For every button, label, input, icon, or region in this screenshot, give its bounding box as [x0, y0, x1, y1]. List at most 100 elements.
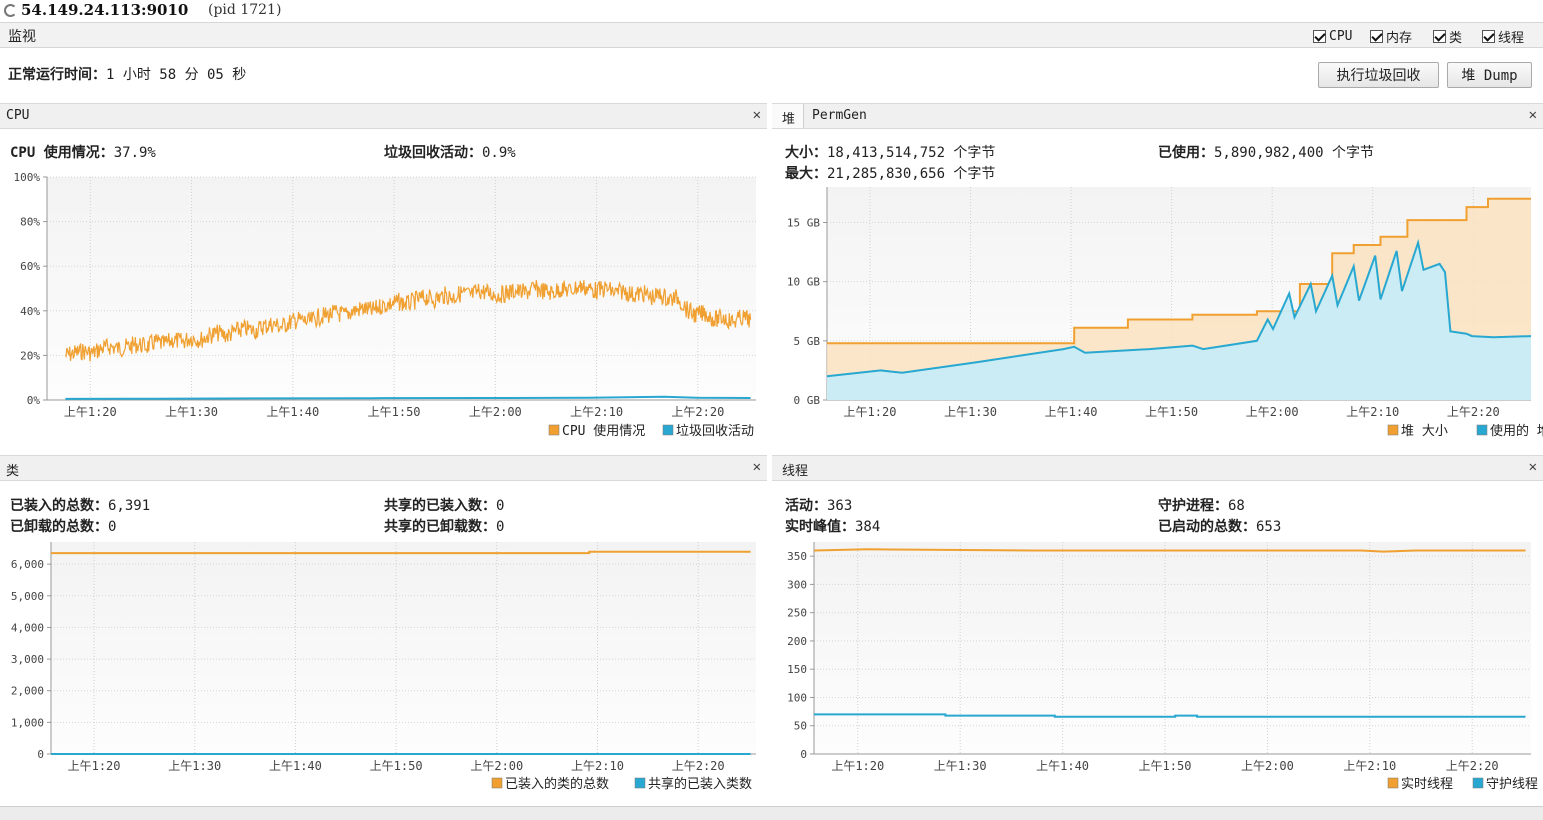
threads-panel-header: 线程 ✕ [772, 455, 1543, 481]
x-tick-label: 上午1:20 [64, 405, 117, 419]
y-tick-label: 150 [787, 663, 807, 676]
x-tick-label: 上午2:10 [570, 405, 623, 419]
y-tick-label: 6,000 [11, 558, 44, 571]
y-tick-label: 100 [787, 691, 807, 704]
x-tick-label: 上午2:10 [571, 759, 624, 773]
legend-label: 使用的 堆 [1490, 423, 1543, 439]
heap-dump-button[interactable]: 堆 Dump [1447, 62, 1532, 88]
monitor-tab-bar: 监视 CPU 内存 类 线程 [0, 22, 1543, 48]
threads-started-stat: 已启动的总数：653 [1158, 519, 1282, 535]
x-tick-label: 上午2:10 [1346, 405, 1399, 419]
legend-swatch [1472, 777, 1484, 789]
series-area-heap-used [827, 242, 1531, 400]
series-line-1 [65, 395, 751, 400]
heap-size-stat: 大小：18,413,514,752 个字节 [785, 145, 996, 161]
plot-area [51, 542, 756, 754]
series-line-0 [813, 548, 1526, 553]
y-tick-label: 0% [27, 394, 41, 407]
legend-swatch [548, 424, 560, 436]
x-tick-label: 上午1:50 [368, 405, 421, 419]
x-tick-label: 上午2:20 [1446, 759, 1499, 773]
y-tick-label: 1,000 [11, 716, 44, 729]
toggle-classes[interactable]: 类 [1433, 27, 1462, 46]
y-tick-label: 300 [787, 578, 807, 591]
series-line-0 [827, 197, 1531, 345]
toggle-memory[interactable]: 内存 [1370, 27, 1412, 46]
plot-area [814, 542, 1531, 754]
heap-panel-header: 堆 PermGen ✕ [772, 103, 1543, 129]
legend-swatch [491, 777, 503, 789]
legend-swatch [662, 424, 674, 436]
gc-button[interactable]: 执行垃圾回收 [1318, 62, 1439, 88]
gc-activity-stat: 垃圾回收活动：0.9% [384, 145, 516, 161]
checkbox-checked-icon[interactable] [1313, 29, 1326, 43]
checkbox-checked-icon[interactable] [1482, 29, 1495, 43]
y-tick-label: 200 [787, 635, 807, 648]
tab-monitor[interactable]: 监视 [8, 29, 36, 45]
x-tick-label: 上午1:30 [944, 405, 997, 419]
x-tick-label: 上午1:30 [165, 405, 218, 419]
tab-heap-bg [772, 104, 804, 128]
toggle-threads[interactable]: 线程 [1482, 27, 1524, 46]
close-icon[interactable]: ✕ [1528, 459, 1537, 475]
x-tick-label: 上午1:40 [266, 405, 319, 419]
heap-used-stat: 已使用：5,890,982,400 个字节 [1158, 145, 1375, 161]
close-icon[interactable]: ✕ [752, 459, 761, 475]
legend-label: 垃圾回收活动 [676, 424, 754, 439]
x-tick-label: 上午2:20 [672, 759, 725, 773]
close-icon[interactable]: ✕ [1528, 107, 1537, 123]
x-tick-label: 上午1:20 [844, 405, 897, 419]
series-line-1 [826, 238, 1532, 378]
shared-unloaded-stat: 共享的已卸载数：0 [384, 519, 505, 535]
y-tick-label: 100% [14, 171, 41, 184]
y-tick-label: 20% [20, 349, 40, 362]
y-tick-label: 10 GB [787, 276, 820, 289]
checkbox-checked-icon[interactable] [1370, 29, 1383, 43]
uptime: 正常运行时间：1 小时 58 分 05 秒 [8, 67, 247, 83]
y-tick-label: 0 GB [794, 394, 821, 407]
classes-panel-header: 类 ✕ [0, 455, 767, 481]
x-tick-label: 上午1:50 [1145, 405, 1198, 419]
y-tick-label: 4,000 [11, 621, 44, 634]
window-titlebar: 54.149.24.113:9010 (pid 1721) [0, 0, 1543, 22]
classes-chart: 0 1,000 2,000 3,000 4,000 5,000 6,000 上午1:20 上午1… [11, 542, 756, 792]
tab-permgen[interactable]: PermGen [812, 108, 867, 123]
y-tick-label: 0 [37, 748, 44, 761]
checkbox-checked-icon[interactable] [1433, 29, 1446, 43]
cpu-chart: 0% 20% 40% 60% 80% 100% 上午1:20 上午1:30 上午1:40 上午1:… [14, 171, 756, 439]
x-tick-label: 上午1:50 [370, 759, 423, 773]
legend-swatch [1387, 424, 1399, 436]
x-tick-label: 上午1:20 [831, 759, 884, 773]
plot-area [47, 177, 756, 400]
threads-chart: 0 50 100 150 200 250 300 350 上午1:20 上午1:30 上午1:40 上… [787, 542, 1538, 792]
y-tick-label: 80% [20, 216, 40, 229]
shared-loaded-stat: 共享的已装入数：0 [384, 498, 505, 514]
classes-unloaded-stat: 已卸载的总数：0 [10, 519, 117, 535]
x-tick-label: 上午1:40 [1036, 759, 1089, 773]
toggle-cpu[interactable]: CPU [1313, 27, 1352, 45]
heap-chart: 0 GB 5 GB 10 GB 15 GB 上午1:20 上午1:30 上午1:40 上午1:… [787, 187, 1543, 439]
series-line-0 [51, 550, 751, 555]
cpu-usage-stat: CPU 使用情况：37.9% [10, 145, 156, 161]
legend-label: CPU 使用情况 [562, 423, 645, 439]
x-tick-label: 上午2:00 [1246, 405, 1299, 419]
legend-label: 堆 大小 [1401, 424, 1448, 439]
x-tick-label: 上午1:20 [68, 759, 121, 773]
y-tick-label: 250 [787, 607, 807, 620]
close-icon[interactable]: ✕ [752, 107, 761, 123]
x-tick-label: 上午2:00 [470, 759, 523, 773]
y-tick-label: 15 GB [787, 217, 820, 230]
heap-max-stat: 最大：21,285,830,656 个字节 [785, 166, 996, 182]
tab-heap[interactable]: 堆 [782, 112, 796, 127]
legend-swatch [1476, 424, 1488, 436]
classes-panel-title: 类 [6, 464, 20, 479]
x-tick-label: 上午2:00 [469, 405, 522, 419]
process-id: (pid 1721) [208, 2, 282, 18]
x-tick-label: 上午2:00 [1241, 759, 1294, 773]
x-tick-label: 上午1:40 [269, 759, 322, 773]
classes-loaded-stat: 已装入的总数：6,391 [10, 498, 151, 514]
x-tick-label: 上午2:20 [671, 405, 724, 419]
x-tick-label: 上午1:30 [934, 759, 987, 773]
legend-swatch [1387, 777, 1399, 789]
connection-host: 54.149.24.113:9010 [21, 1, 189, 19]
